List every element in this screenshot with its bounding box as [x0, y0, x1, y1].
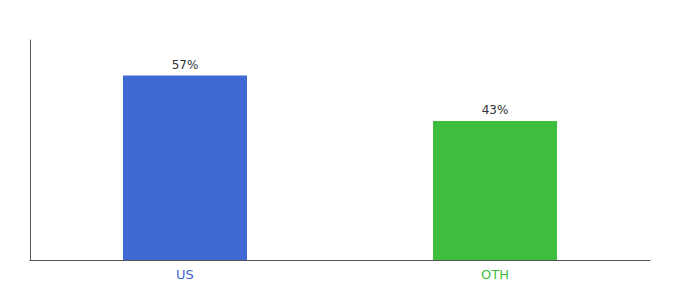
svg-text:OTH: OTH	[481, 267, 509, 282]
svg-text:57%: 57%	[172, 58, 199, 72]
svg-text:43%: 43%	[482, 103, 509, 117]
svg-text:US: US	[176, 267, 194, 282]
